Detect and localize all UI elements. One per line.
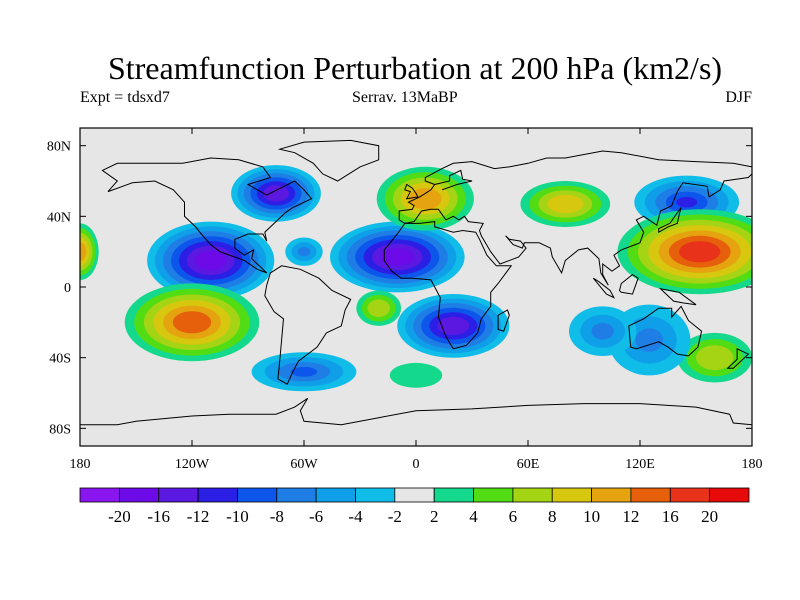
anomaly-ring: [635, 328, 663, 352]
anomaly-ring: [269, 189, 283, 198]
anomaly-7: [617, 209, 752, 295]
chart-title: Streamfunction Perturbation at 200 hPa (…: [107, 50, 723, 86]
experiment-label: Expt = tdsxd7: [80, 89, 170, 106]
y-tick-label: 80S: [49, 422, 71, 437]
colorbar-label: 4: [469, 507, 478, 526]
colorbar-swatch: [119, 487, 160, 503]
colorbar-label: 10: [583, 507, 600, 526]
colorbar-label: -8: [270, 507, 284, 526]
anomaly-ring: [297, 247, 311, 257]
australia-coastline: [628, 305, 703, 357]
north-america-coastline: [101, 157, 313, 274]
uk-coastline: [404, 183, 419, 200]
anomaly-ring: [290, 366, 318, 377]
madagascar-coastline: [497, 309, 510, 332]
colorbar-swatch: [355, 487, 396, 503]
anomaly-12: [389, 362, 443, 388]
season-label: DJF: [725, 89, 752, 106]
south-america-coastline: [264, 265, 352, 385]
anomaly-8: [376, 166, 474, 231]
colorbar-label: -4: [348, 507, 363, 526]
anomaly-6: [124, 283, 260, 362]
colorbar-label: -10: [226, 507, 249, 526]
x-tick-label: 180: [742, 457, 763, 472]
colorbar-swatch: [433, 487, 475, 503]
x-tick-label: 120E: [625, 457, 655, 472]
anomaly-ring: [80, 247, 84, 257]
japan-coastline: [658, 207, 682, 234]
anomaly-5: [285, 237, 323, 266]
colorbar-swatch: [276, 487, 317, 503]
new-zealand-coastline: [726, 348, 750, 369]
x-tick-label: 0: [413, 457, 420, 472]
x-tick-label: 60E: [517, 457, 540, 472]
colorbar-label: 6: [509, 507, 518, 526]
y-tick-label: 80N: [47, 140, 71, 155]
borneo-coastline: [618, 273, 639, 295]
anomaly-3: [397, 294, 510, 358]
colorbar-label: 20: [701, 507, 718, 526]
anomaly-ring: [417, 193, 434, 204]
colorbar-swatch: [473, 487, 514, 503]
anomaly-ring: [202, 255, 219, 266]
anomaly-ring: [182, 316, 202, 328]
sumatra-coastline: [592, 277, 616, 299]
colorbar-label: -20: [108, 507, 131, 526]
anomaly-ring: [388, 252, 406, 262]
anomaly-ring: [689, 246, 710, 257]
colorbar-swatch: [197, 487, 238, 503]
anomaly-0: [147, 221, 275, 300]
anomaly-ring: [402, 369, 430, 382]
colorbar-swatch: [630, 487, 671, 503]
colorbar-label: 2: [430, 507, 439, 526]
colorbar-swatch: [236, 487, 278, 503]
colorbar-label: -2: [388, 507, 402, 526]
colorbar-swatch: [591, 487, 632, 503]
anomaly-15: [251, 352, 357, 392]
new-guinea-coastline: [658, 287, 697, 306]
x-tick-label: 60W: [290, 457, 318, 472]
x-tick-label: 120W: [175, 457, 210, 472]
y-tick-label: 40N: [47, 210, 71, 225]
colorbar-swatch: [709, 487, 750, 503]
anomaly-10: [80, 223, 99, 280]
africa-coastline: [383, 221, 513, 350]
colorbar-swatch: [512, 487, 553, 503]
colorbar-label: 12: [622, 507, 639, 526]
y-tick-label: 0: [64, 281, 71, 296]
period-label: Serrav. 13MaBP: [352, 89, 458, 106]
eurasia-coastline: [398, 150, 752, 286]
colorbar-label: 8: [548, 507, 557, 526]
colorbar-label: -12: [187, 507, 210, 526]
anomaly-1: [330, 221, 465, 293]
colorbar-label: -6: [309, 507, 323, 526]
antarctica-coastline: [80, 397, 752, 426]
anomaly-16: [569, 306, 637, 357]
anomaly-ring: [556, 199, 575, 209]
anomaly-2: [231, 165, 321, 222]
colorbar-swatch: [315, 487, 356, 503]
greenland-coastline: [277, 139, 380, 182]
anomaly-ring: [591, 322, 614, 340]
anomaly-ring: [705, 351, 725, 364]
colorbar-label: 16: [662, 507, 679, 526]
anomaly-9: [520, 181, 611, 227]
x-tick-label: 180: [70, 457, 91, 472]
colorbar-swatch: [669, 487, 711, 503]
y-tick-label: 40S: [49, 352, 71, 367]
anomaly-ring: [676, 196, 698, 208]
colorbar-swatch: [79, 487, 120, 503]
colorbar-swatch: [551, 487, 593, 503]
colorbar-swatch: [394, 487, 435, 503]
anomaly-11: [356, 290, 402, 326]
scandinavia-gulf: [434, 169, 473, 191]
anomaly-ring: [373, 303, 385, 313]
colorbar-label: -16: [147, 507, 170, 526]
colorbar-swatch: [158, 487, 199, 503]
anomaly-ring: [445, 321, 462, 331]
